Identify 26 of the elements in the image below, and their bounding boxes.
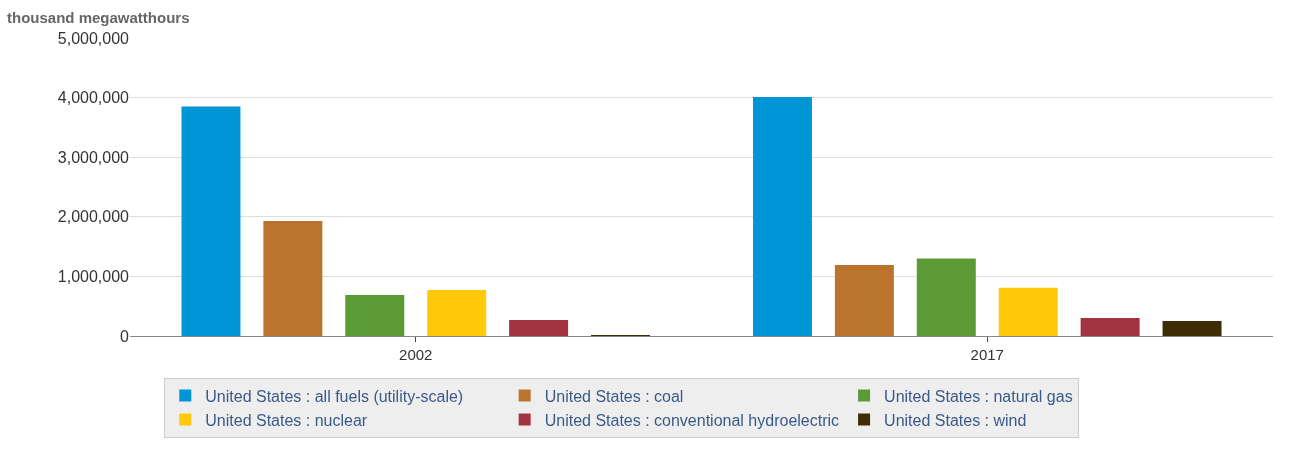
legend-label: United States : nuclear xyxy=(205,411,368,429)
bar xyxy=(263,220,323,336)
x-tick-label: 2002 xyxy=(399,346,433,363)
legend-label: United States : coal xyxy=(544,387,684,405)
bar xyxy=(752,97,812,336)
bar xyxy=(345,294,405,336)
bar xyxy=(427,290,487,336)
legend-label: United States : natural gas xyxy=(884,387,1073,405)
y-axis-title: thousand megawatthours xyxy=(7,9,190,26)
bar xyxy=(509,319,569,336)
bar xyxy=(1080,318,1140,336)
y-tick-label: 1,000,000 xyxy=(57,268,130,285)
bar xyxy=(998,287,1058,336)
y-tick-label: 3,000,000 xyxy=(57,148,130,166)
y-tick-label: 0 xyxy=(120,327,130,345)
y-tick-label: 4,000,000 xyxy=(57,89,130,107)
legend-label: United States : all fuels (utility-scale) xyxy=(205,387,464,405)
bar xyxy=(181,106,241,336)
legend-label: United States : wind xyxy=(884,411,1027,429)
x-tick-label: 2017 xyxy=(970,346,1004,363)
bar xyxy=(916,258,976,336)
y-tick-label: 5,000,000 xyxy=(57,29,130,47)
bar xyxy=(834,265,894,336)
bar xyxy=(1162,321,1222,336)
y-tick-label: 2,000,000 xyxy=(57,208,130,226)
legend-label: United States : conventional hydroelectric xyxy=(544,411,840,429)
